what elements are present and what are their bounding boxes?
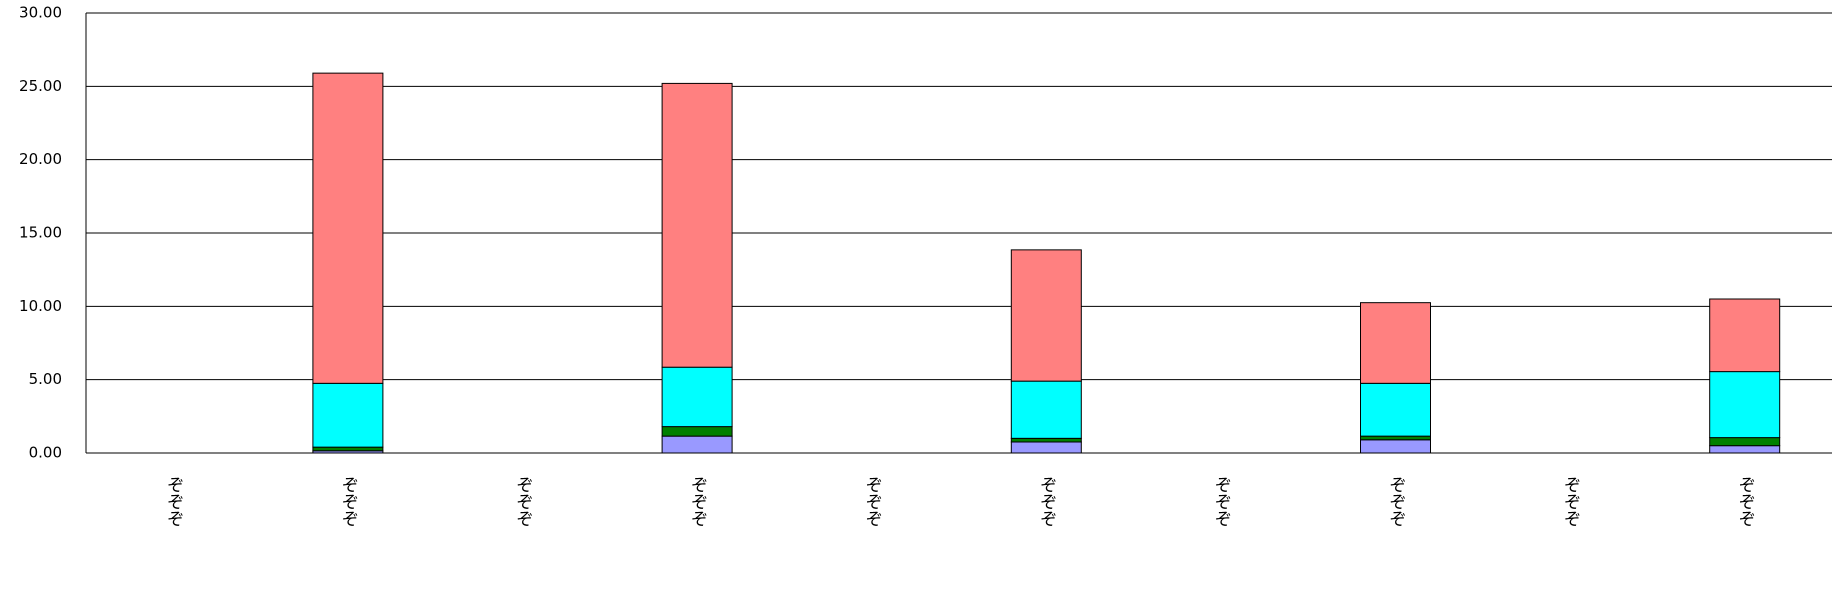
bar-segment — [661, 435, 733, 454]
y-tick-label: 20.00 — [19, 150, 62, 168]
x-tick-label: ぞぞぞ — [1735, 476, 1755, 527]
x-tick-label: ぞぞぞ — [338, 476, 358, 527]
bar-segment — [1709, 437, 1781, 447]
x-tick-label: ぞぞぞ — [1211, 476, 1231, 527]
y-tick-label: 15.00 — [19, 224, 62, 242]
x-tick-label: ぞぞぞ — [163, 476, 183, 527]
x-tick-label: ぞぞぞ — [1036, 476, 1056, 527]
bar-segment — [1360, 302, 1431, 384]
y-tick-label: 5.00 — [29, 370, 62, 388]
bar-segment — [312, 446, 384, 452]
y-tick-label: 0.00 — [29, 444, 62, 462]
bar-segment — [1010, 441, 1082, 454]
y-tick-label: 10.00 — [19, 297, 62, 315]
bar-segment — [312, 382, 384, 448]
bar-segment — [1010, 380, 1082, 439]
bar-segment — [1360, 382, 1431, 437]
x-tick-label: ぞぞぞ — [862, 476, 882, 527]
bar-segment — [1360, 439, 1431, 454]
bar-segment — [1360, 435, 1431, 441]
bar-segment — [661, 82, 733, 368]
bar-segment — [1010, 249, 1082, 382]
y-tick-label: 25.00 — [19, 77, 62, 95]
x-tick-label: ぞぞぞ — [687, 476, 707, 527]
bar-segment — [1709, 371, 1781, 439]
bar-segment — [312, 72, 384, 384]
bar-segment — [1010, 437, 1082, 443]
x-tick-label: ぞぞぞ — [513, 476, 533, 527]
bar-segment — [1709, 298, 1781, 373]
bar-segment — [661, 426, 733, 437]
bar-segment — [1709, 445, 1781, 454]
y-tick-label: 30.00 — [19, 4, 62, 22]
x-tick-label: ぞぞぞ — [1386, 476, 1406, 527]
bar-segment — [661, 366, 733, 428]
x-tick-label: ぞぞぞ — [1560, 476, 1580, 527]
